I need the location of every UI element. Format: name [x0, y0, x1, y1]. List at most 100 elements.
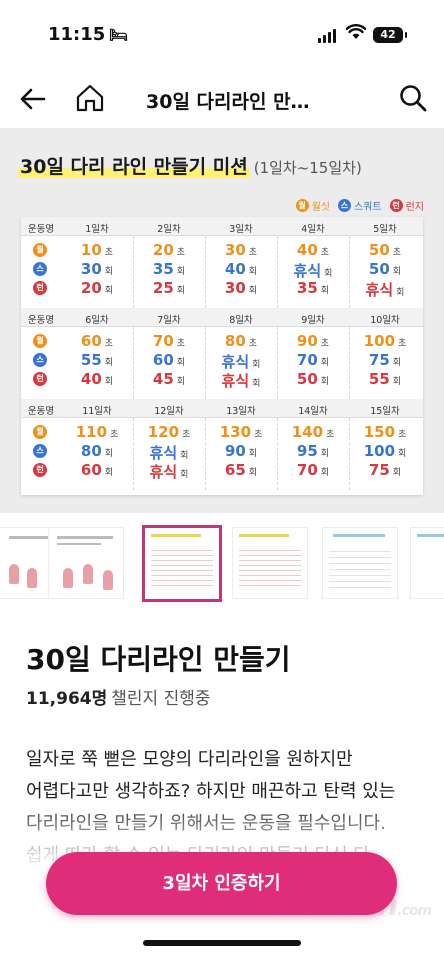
value-number: 휴식	[149, 463, 178, 481]
wall-sit-badge-icon: 월	[33, 334, 47, 348]
day-label: 15일차	[370, 406, 400, 417]
participant-number: 11,964명	[26, 689, 108, 709]
exercise-value: 120 초	[139, 423, 199, 442]
schedule-header-row: 운동명 11일차 12일차 13일차 14일차 15일차	[21, 399, 423, 418]
value-unit: 회	[180, 470, 189, 480]
exercise-value: 150 초	[355, 423, 415, 442]
column-divider	[133, 327, 134, 399]
exercise-value: 휴식 회	[211, 370, 271, 390]
value-unit: 초	[320, 339, 330, 349]
exercise-value: 휴식 회	[283, 260, 343, 280]
value-number: 75	[368, 351, 390, 369]
value-unit: 초	[176, 248, 186, 258]
day-label: 2일차	[157, 224, 181, 235]
column-divider	[349, 236, 350, 308]
value-number: 30	[224, 279, 246, 297]
value-number: 70	[152, 332, 174, 350]
value-unit: 회	[396, 288, 405, 298]
day-label: 7일차	[157, 315, 181, 326]
value-unit: 초	[392, 248, 402, 258]
exercise-value: 70 회	[283, 461, 343, 480]
exercise-value: 35 회	[139, 260, 199, 279]
exercise-value: 60 회	[139, 351, 199, 370]
value-unit: 회	[324, 269, 333, 279]
squat-badge-icon: 스	[33, 444, 47, 458]
column-divider	[349, 418, 350, 490]
thumbnail-6[interactable]	[410, 527, 444, 599]
value-unit: 회	[248, 468, 258, 478]
cellular-signal-icon	[318, 29, 336, 43]
value-number: 55	[80, 351, 102, 369]
value-unit: 회	[320, 358, 330, 368]
exercise-value: 60 회	[67, 461, 127, 480]
top-nav-bar: 30일 다리라인 만…	[0, 70, 444, 128]
exercise-value: 75 회	[355, 461, 415, 480]
exercise-value: 휴식 회	[211, 351, 271, 371]
search-icon[interactable]	[398, 83, 428, 113]
exercise-value: 80 초	[211, 332, 271, 351]
exercise-value: 100 회	[355, 442, 415, 461]
certify-day-button[interactable]: 3일차 인증하기	[46, 852, 397, 915]
day-column: 20 초 35 회 25 회	[139, 241, 199, 298]
exercise-value: 휴식 회	[139, 442, 199, 462]
column-divider	[133, 236, 134, 308]
day-label: 14일차	[298, 406, 328, 417]
value-number: 40	[224, 260, 246, 278]
day-column: 90 초 70 회 50 회	[283, 332, 343, 389]
exercise-value: 휴식 회	[355, 279, 415, 299]
exercise-value: 75 회	[355, 351, 415, 370]
back-arrow-icon[interactable]	[18, 84, 48, 114]
value-number: 55	[368, 370, 390, 388]
thumbnail-4[interactable]	[232, 527, 308, 599]
value-number: 30	[224, 241, 246, 259]
value-number: 80	[224, 332, 246, 350]
day-label: 5일차	[373, 224, 397, 235]
column-divider	[277, 327, 278, 399]
exercise-value: 65 회	[211, 461, 271, 480]
day-column: 110 초 80 회 60 회	[67, 423, 127, 480]
day-label: 4일차	[301, 224, 325, 235]
value-unit: 회	[176, 358, 186, 368]
exercise-value: 30 회	[67, 260, 127, 279]
thumbnail-5[interactable]	[322, 527, 398, 599]
exercise-column-label: 운동명	[27, 406, 55, 417]
column-divider	[205, 327, 206, 399]
value-unit: 회	[104, 468, 114, 478]
wall-sit-badge-icon: 월	[33, 243, 47, 257]
exercise-value: 70 초	[139, 332, 199, 351]
challenge-title: 30일 다리라인 만들기	[26, 643, 291, 676]
value-number: 70	[296, 351, 318, 369]
day-label: 11일차	[82, 406, 112, 417]
value-unit: 회	[176, 286, 186, 296]
column-divider	[277, 418, 278, 490]
exercise-legend: 월 월싯 스 스쿼트 런 런지	[295, 198, 424, 213]
value-number: 휴식	[221, 372, 250, 390]
value-number: 20	[152, 241, 174, 259]
exercise-value: 30 회	[211, 279, 271, 298]
schedule-block: 운동명 1일차 2일차 3일차 4일차 5일차 월 스 런 10 초 30 회 20 회 20 초 35 회 25 회 3…	[21, 217, 423, 309]
value-unit: 회	[320, 286, 330, 296]
thumbnail-2[interactable]	[48, 527, 124, 599]
value-unit: 초	[254, 430, 263, 440]
legend-item: 스 스쿼트	[337, 198, 382, 213]
squat-badge-icon: 스	[337, 199, 351, 212]
value-unit: 회	[248, 449, 258, 459]
value-unit: 회	[320, 377, 330, 387]
day-label: 6일차	[85, 315, 109, 326]
value-unit: 회	[320, 468, 330, 478]
home-icon[interactable]	[74, 82, 106, 114]
day-label: 1일차	[85, 224, 109, 235]
exercise-value: 70 회	[283, 351, 343, 370]
wifi-icon	[346, 24, 366, 39]
wall-sit-badge-icon: 월	[295, 199, 309, 212]
legend-label: 월싯	[311, 202, 330, 213]
image-thumbnail-strip	[0, 522, 444, 608]
day-column: 100 초 75 회 55 회	[355, 332, 415, 389]
banner-title-text: 30일 다리 라인 만들기 미션	[18, 156, 250, 178]
schedule-block: 운동명 6일차 7일차 8일차 9일차 10일차 월 스 런 60 초 55 회 40 회 70 초 60 회 45 회…	[21, 308, 423, 400]
wall-sit-badge-icon: 월	[33, 425, 47, 439]
value-unit: 회	[392, 468, 402, 478]
schedule-block: 운동명 11일차 12일차 13일차 14일차 15일차 월 스 런 110 초 80 회 60 회 120 초…	[21, 399, 423, 491]
thumbnail-3-selected[interactable]	[142, 525, 222, 602]
